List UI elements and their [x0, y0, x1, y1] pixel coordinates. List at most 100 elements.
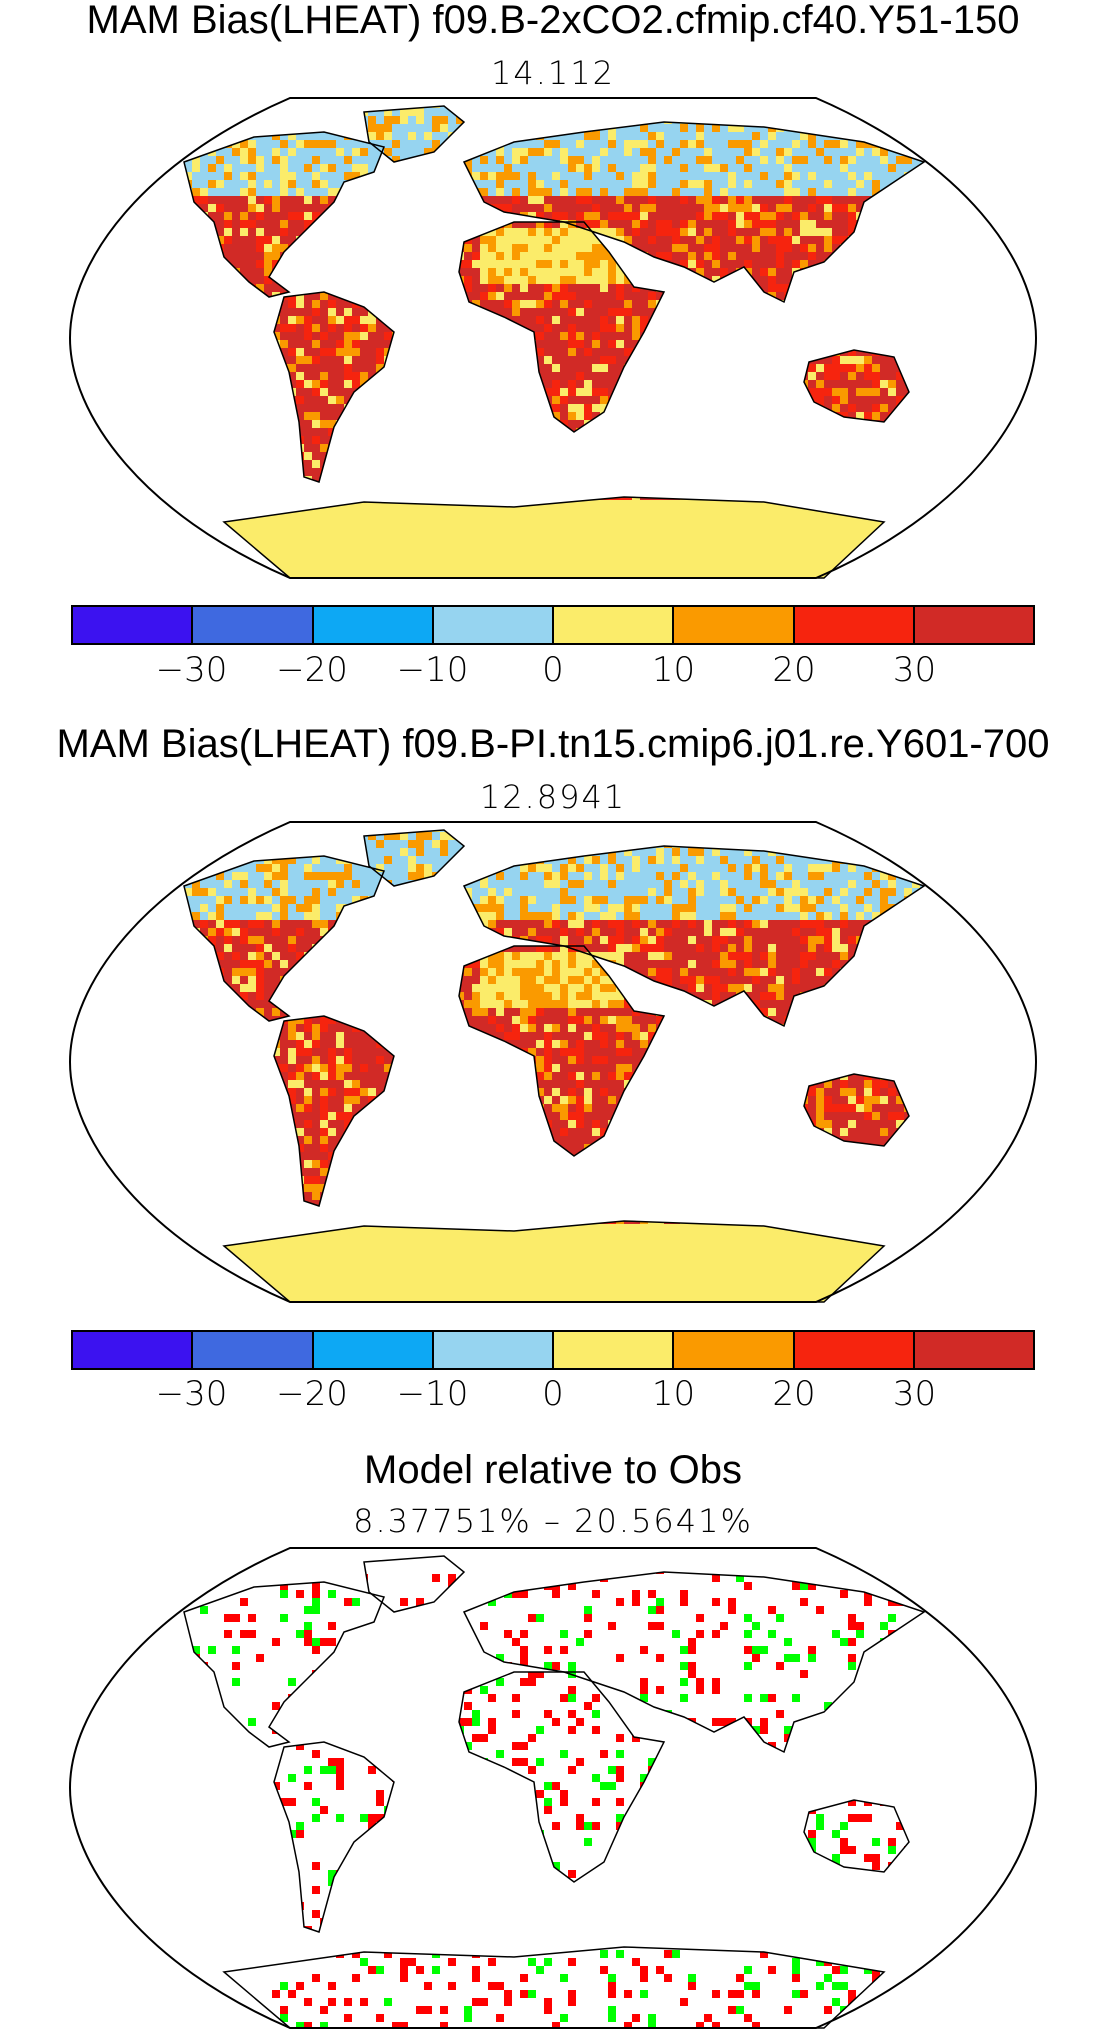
map-cell — [200, 284, 208, 292]
map-cell — [824, 372, 832, 380]
map-cell — [192, 228, 200, 236]
map-cell — [496, 236, 504, 244]
map-cell — [264, 156, 272, 164]
map-cell — [744, 180, 752, 188]
map-cell — [208, 164, 216, 172]
map-cell — [320, 388, 328, 396]
map-cell — [680, 284, 688, 292]
map-cell — [288, 124, 296, 132]
map-cell — [768, 364, 776, 372]
map-cell — [576, 396, 584, 404]
map-cell — [744, 380, 752, 388]
map-cell — [400, 140, 408, 148]
map-cell — [752, 388, 760, 396]
map-cell — [552, 236, 560, 244]
map-cell — [672, 292, 680, 300]
map-cell — [472, 316, 480, 324]
map-cell — [504, 268, 512, 276]
map-cell — [64, 300, 72, 308]
map-cell — [768, 404, 776, 412]
map-cell — [992, 188, 1000, 196]
map-cell — [64, 108, 72, 116]
map-cell — [616, 292, 624, 300]
map-cell — [488, 300, 496, 308]
map-cell — [1008, 116, 1016, 124]
map-cell — [624, 252, 632, 260]
map-cell — [224, 348, 232, 356]
map-cell — [680, 124, 688, 132]
map-cell — [608, 260, 616, 268]
map-cell — [736, 308, 744, 316]
map-cell — [1040, 116, 1042, 124]
map-cell — [208, 372, 216, 380]
map-cell — [240, 156, 248, 164]
map-cell — [1032, 396, 1040, 404]
map-cell — [384, 132, 392, 140]
map-cell — [296, 268, 304, 276]
map-cell — [864, 108, 872, 116]
map-cell — [920, 396, 924, 404]
map-cell — [352, 308, 360, 316]
map-cell — [808, 316, 816, 324]
map-cell — [144, 396, 152, 404]
map-cell — [976, 140, 984, 148]
map-cell — [232, 196, 240, 204]
map-cell — [104, 364, 112, 372]
map-cell — [200, 396, 208, 404]
map-cell — [736, 252, 744, 260]
map-cell — [432, 260, 440, 268]
map-cell — [840, 268, 848, 276]
map-cell — [848, 164, 856, 172]
map-cell — [344, 196, 352, 204]
map-cell — [264, 236, 272, 244]
map-cell — [456, 364, 464, 372]
map-cell — [592, 132, 600, 140]
map-cell — [1032, 380, 1040, 388]
map-cell — [512, 364, 520, 372]
map-cell — [248, 404, 256, 412]
map-cell — [368, 268, 376, 276]
map-cell — [784, 316, 792, 324]
map-cell — [928, 284, 936, 292]
panel-1-global-mean: 14.112 — [491, 54, 615, 92]
map-cell — [240, 348, 248, 356]
map-cell — [560, 244, 568, 252]
map-cell — [288, 116, 296, 124]
map-cell — [736, 116, 744, 124]
map-cell — [192, 300, 200, 308]
map-cell — [832, 156, 840, 164]
map-cell — [400, 260, 408, 268]
map-cell — [560, 204, 568, 212]
map-cell — [896, 228, 904, 236]
map-cell — [928, 396, 936, 404]
map-cell — [168, 412, 176, 420]
map-cell — [440, 180, 448, 188]
map-cell — [472, 132, 480, 140]
map-cell — [520, 372, 528, 380]
map-cell — [848, 340, 856, 348]
map-cell — [208, 260, 216, 268]
map-cell — [904, 188, 912, 196]
map-cell — [608, 106, 616, 108]
map-cell — [256, 332, 264, 340]
map-cell — [976, 292, 984, 300]
map-cell — [232, 300, 240, 308]
map-cell — [264, 92, 272, 100]
map-cell — [432, 308, 440, 316]
map-cell — [1008, 236, 1016, 244]
map-cell — [1024, 268, 1032, 276]
map-cell — [944, 308, 952, 316]
map-cell — [696, 164, 704, 172]
map-cell — [664, 340, 672, 348]
map-cell — [808, 164, 816, 172]
map-cell — [376, 292, 384, 300]
map-cell — [464, 106, 472, 108]
map-cell — [296, 188, 304, 196]
map-cell — [88, 340, 96, 348]
map-cell — [184, 140, 192, 148]
map-cell — [464, 292, 472, 300]
map-cell — [152, 108, 160, 116]
map-cell — [128, 332, 136, 340]
map-cell — [792, 116, 800, 124]
map-cell — [328, 204, 336, 212]
